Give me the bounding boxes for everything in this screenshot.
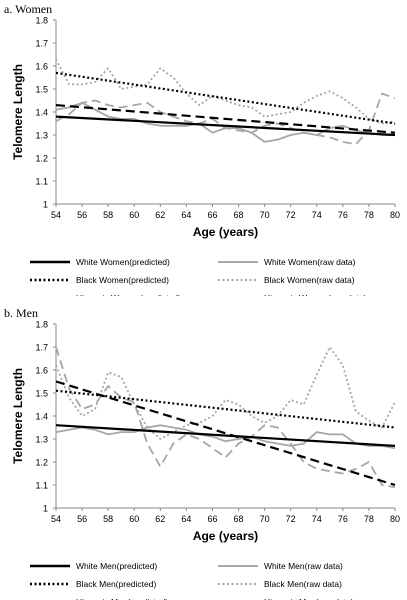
x-tick-label: 58 bbox=[103, 210, 113, 220]
women-telomere-chart: 1 1.1 1.2 1.3 1.4 1.5 1.6 1.7 1.8 54 56 58 60 62 64 66 6… bbox=[11, 16, 400, 297]
x-tick-label: 56 bbox=[77, 514, 87, 524]
panel-label-women: a. Women bbox=[4, 2, 53, 16]
legend-label-black-women-predicted: Black Women(predicted) bbox=[76, 275, 169, 285]
series-line-white-men-raw-data bbox=[55, 424, 396, 450]
x-tick-label: 74 bbox=[312, 514, 322, 524]
x-tick-label: 76 bbox=[338, 514, 348, 524]
x-tick-label: 70 bbox=[260, 514, 270, 524]
men-telomere-chart: 1 1.1 1.2 1.3 1.4 1.5 1.6 1.7 1.8 54 56 58 60 62 64 66 6… bbox=[11, 320, 400, 600]
x-axis-label: Age (years) bbox=[193, 225, 258, 239]
y-tick-label: 1.2 bbox=[35, 458, 48, 468]
x-tick-label: 78 bbox=[364, 210, 374, 220]
x-tick-label: 56 bbox=[77, 210, 87, 220]
y-tick-label: 1.3 bbox=[35, 131, 48, 141]
y-tick-label: 1 bbox=[43, 504, 48, 514]
y-axis-label: Telomere Length bbox=[11, 368, 25, 464]
x-tick-label: 62 bbox=[155, 514, 165, 524]
x-tick-label: 78 bbox=[364, 514, 374, 524]
y-tick-label: 1.7 bbox=[35, 343, 48, 353]
x-tick-label: 66 bbox=[207, 514, 217, 524]
series-line-black-men-raw-data bbox=[55, 346, 396, 440]
series-line-hispanic-men-predicted bbox=[55, 380, 396, 487]
legend-label-white-women-predicted: White Women(predicted) bbox=[76, 257, 170, 267]
x-tick-label: 54 bbox=[51, 514, 61, 524]
legend-label-hispanic-men-predicted: Hispanic Men(predicted) bbox=[76, 597, 168, 600]
series-line-black-men-predicted bbox=[55, 389, 396, 429]
y-axis-label: Telomere Length bbox=[11, 64, 25, 160]
x-tick-label: 74 bbox=[312, 210, 322, 220]
x-tick-label: 72 bbox=[286, 514, 296, 524]
y-tick-label: 1.6 bbox=[35, 366, 48, 376]
x-tick-label: 62 bbox=[155, 210, 165, 220]
panel-label-men: b. Men bbox=[4, 306, 38, 320]
series-line-black-women-raw-data bbox=[55, 58, 396, 125]
legend-label-hispanic-women-predicted: Hispanic Women(predicted) bbox=[76, 293, 181, 296]
series-line-white-men-predicted bbox=[55, 424, 396, 447]
y-tick-label: 1.5 bbox=[35, 85, 48, 95]
x-tick-label: 80 bbox=[390, 514, 400, 524]
y-tick-label: 1.8 bbox=[35, 320, 48, 330]
series-line-hispanic-men-raw-data bbox=[55, 346, 396, 489]
y-tick-label: 1.5 bbox=[35, 389, 48, 399]
x-tick-label: 64 bbox=[181, 210, 191, 220]
x-tick-label: 60 bbox=[129, 514, 139, 524]
series-line-hispanic-women-predicted bbox=[55, 104, 396, 134]
y-tick-label: 1.6 bbox=[35, 62, 48, 72]
x-tick-label: 58 bbox=[103, 514, 113, 524]
legend-label-black-men-raw-data: Black Men(raw data) bbox=[264, 579, 342, 589]
y-tick-label: 1.4 bbox=[35, 108, 48, 118]
legend-label-black-men-predicted: Black Men(predicted) bbox=[76, 579, 156, 589]
x-tick-label: 80 bbox=[390, 210, 400, 220]
series-line-hispanic-women-raw-data bbox=[55, 92, 396, 146]
y-tick-label: 1.2 bbox=[35, 154, 48, 164]
y-tick-label: 1.4 bbox=[35, 412, 48, 422]
legend-label-hispanic-men-raw-data: Hispanic Men(raw data) bbox=[264, 597, 354, 600]
x-tick-label: 68 bbox=[234, 210, 244, 220]
x-tick-label: 66 bbox=[207, 210, 217, 220]
legend-label-white-men-predicted: White Men(predicted) bbox=[76, 561, 157, 571]
legend-label-white-women-raw-data: White Women(raw data) bbox=[264, 257, 356, 267]
x-tick-label: 70 bbox=[260, 210, 270, 220]
x-tick-label: 68 bbox=[234, 514, 244, 524]
x-tick-label: 64 bbox=[181, 514, 191, 524]
y-tick-label: 1.1 bbox=[35, 177, 48, 187]
legend-label-black-women-raw-data: Black Women(raw data) bbox=[264, 275, 355, 285]
y-tick-label: 1.8 bbox=[35, 16, 48, 26]
y-tick-label: 1 bbox=[43, 200, 48, 210]
x-tick-label: 72 bbox=[286, 210, 296, 220]
series-line-white-women-predicted bbox=[55, 115, 396, 137]
y-tick-label: 1.3 bbox=[35, 435, 48, 445]
x-tick-label: 76 bbox=[338, 210, 348, 220]
x-tick-label: 60 bbox=[129, 210, 139, 220]
y-tick-label: 1.1 bbox=[35, 481, 48, 491]
x-tick-label: 54 bbox=[51, 210, 61, 220]
legend-label-hispanic-women-raw-data: Hispanic Women(raw data) bbox=[264, 293, 367, 296]
y-tick-label: 1.7 bbox=[35, 39, 48, 49]
series-line-black-women-predicted bbox=[55, 71, 396, 125]
legend-label-white-men-raw-data: White Men(raw data) bbox=[264, 561, 343, 571]
x-axis-label: Age (years) bbox=[193, 529, 258, 543]
